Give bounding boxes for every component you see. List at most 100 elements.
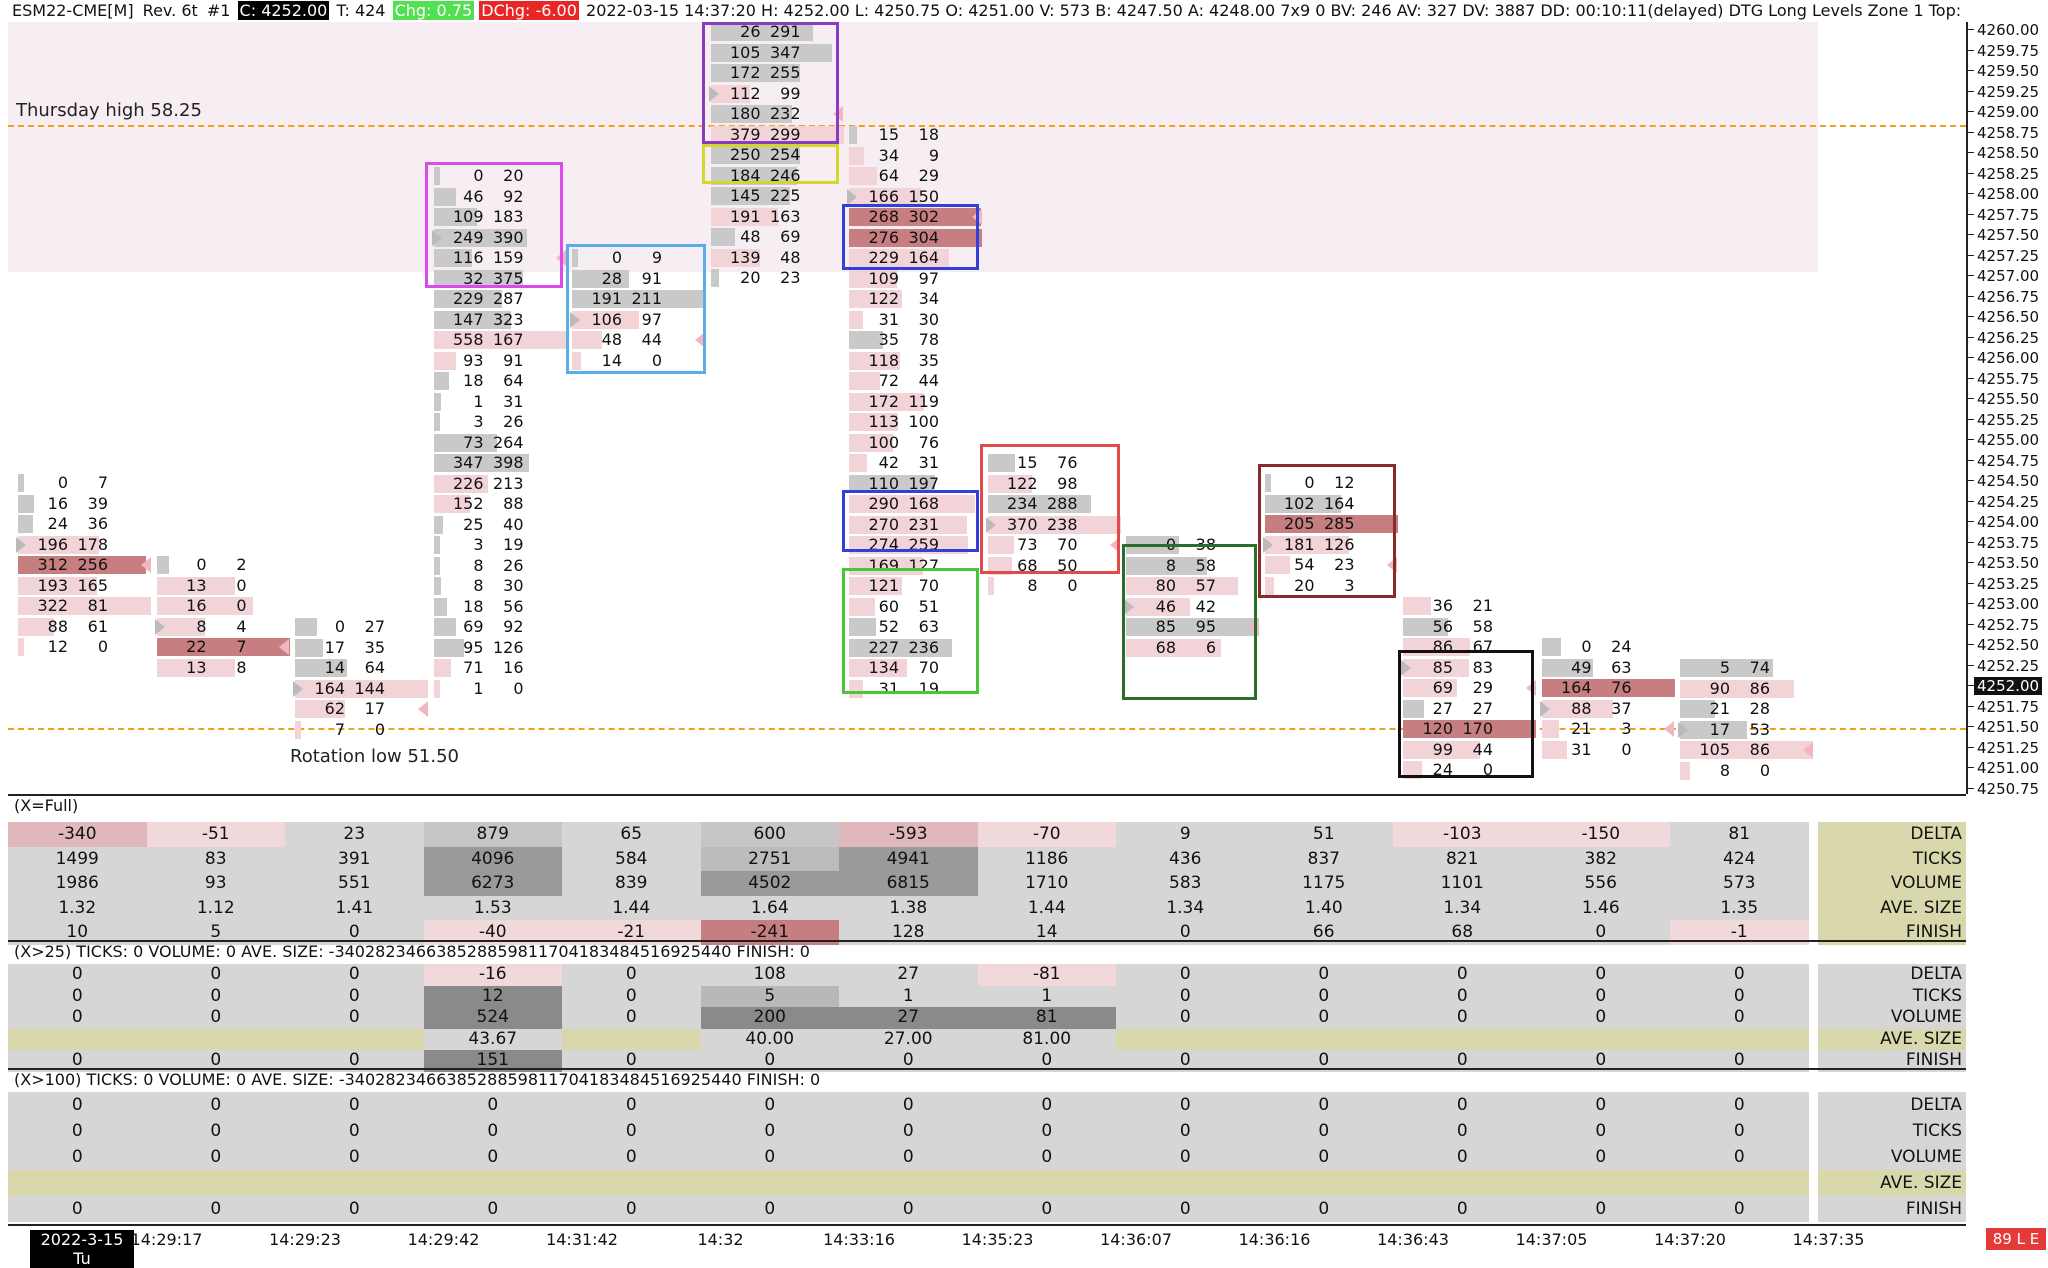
summary-cell: 1.64 [700, 895, 839, 920]
volume-bar [18, 535, 99, 554]
ask-volume: 167 [492, 330, 524, 349]
footprint-cell: 379 299 [710, 125, 846, 145]
bid-volume: 120 [1422, 719, 1453, 738]
summary-cell: 0 [423, 1118, 562, 1144]
summary-panel: (X=Full) -340 -51 23 879 65 600 -593 -70 9 51 -103-… [8, 794, 1966, 1226]
summary-cell: 391 [285, 846, 424, 871]
summary-row-label: AVE. SIZE [1818, 1028, 1966, 1050]
summary-cell: 27.00 [839, 1028, 978, 1050]
footprint-cell: 0 20 [433, 166, 569, 186]
footprint-cell: 105 347 [710, 43, 846, 63]
volume-bar [295, 638, 323, 657]
summary-cell: 0 [1116, 1118, 1255, 1144]
bid-volume: 113 [868, 412, 899, 431]
volume-bar [1264, 535, 1349, 554]
bid-volume: 8 [1719, 760, 1730, 780]
ask-volume: 264 [492, 432, 524, 452]
summary-cell: 1 [839, 985, 978, 1007]
summary-cell: 0 [1116, 1196, 1255, 1222]
price-tick-label: 4252.00 [1974, 677, 2043, 695]
ask-volume: 254 [769, 145, 801, 164]
footprint-chart[interactable]: Thursday high 58.25 Rotation low 51.50 0… [8, 22, 1966, 794]
ask-volume: 70 [1057, 535, 1078, 554]
volume-bar [156, 556, 169, 574]
volume-bar [849, 208, 981, 226]
volume-bar [710, 228, 735, 246]
summary-cell: 0 [562, 985, 701, 1007]
summary-cell: 1499 [8, 846, 147, 871]
summary-cell: 0 [1670, 985, 1809, 1007]
summary-cell: 0 [146, 1144, 285, 1170]
volume-bar [433, 228, 527, 247]
volume-bar [433, 536, 440, 554]
bid-volume: 145 [729, 186, 761, 205]
ask-volume: 39 [87, 493, 108, 513]
volume-bar [1680, 700, 1715, 718]
summary-cell [8, 1028, 147, 1050]
bid-volume: 105 [1699, 740, 1730, 759]
summary-cell: 5 [700, 985, 839, 1007]
price-axis[interactable]: 4260.00 4259.75 4259.50 4259.25 4259.00 4258.… [1966, 21, 2048, 798]
footprint-cell: 46 42 [1126, 597, 1261, 617]
footprint-cell: 227 236 [849, 638, 984, 658]
volume-bar [849, 310, 863, 329]
summary-cell: 81 [1670, 822, 1809, 847]
summary-cell: 27 [839, 964, 978, 986]
time-tick-label: 14:36:07 [1100, 1230, 1172, 1249]
bid-volume: 85 [1155, 617, 1176, 636]
summary-cell [1116, 1170, 1255, 1196]
price-tick-label: 4257.50 [1977, 226, 2040, 244]
summary-cell: 1.40 [1254, 895, 1393, 920]
summary-cell: 0 [1531, 964, 1670, 986]
ask-volume: 0 [1759, 760, 1770, 780]
ask-volume: 16 [503, 658, 524, 677]
volume-bar [572, 310, 639, 329]
summary-cell: 0 [1116, 1050, 1255, 1072]
ask-volume: 144 [354, 678, 385, 698]
time-axis[interactable]: 2022-3-15 Tu 14:29:17 14:29:23 14:29:42 14:… [8, 1224, 1966, 1268]
ask-volume: 28 [1749, 699, 1770, 718]
pointer-left-icon [1387, 557, 1397, 573]
ask-volume: 163 [769, 206, 801, 226]
summary-cell: -81 [977, 964, 1116, 986]
volume-bar [295, 618, 317, 636]
summary-cell: 382 [1531, 846, 1670, 871]
bid-volume: 229 [452, 289, 484, 308]
summary-cell: 0 [1670, 1007, 1809, 1029]
ask-volume: 0 [513, 678, 524, 698]
footprint-cell: 22 7 [156, 637, 292, 657]
ask-volume: 0 [1482, 760, 1493, 779]
ask-volume: 21 [1472, 596, 1493, 615]
footprint-cell: 60 51 [849, 597, 984, 617]
summary-cell: 1.32 [8, 895, 147, 920]
highlight-box-magenta [425, 162, 563, 288]
footprint-cell: 20 3 [1264, 576, 1400, 596]
summary-cell: 1.46 [1531, 895, 1670, 920]
footprint-cell: 18 56 [433, 597, 569, 617]
bid-volume: 5 [1719, 658, 1730, 677]
volume-bar [156, 617, 205, 636]
summary-cell: 0 [562, 1092, 701, 1118]
ask-volume: 119 [908, 391, 939, 411]
bid-volume: 14 [324, 658, 345, 677]
footprint-cell: 48 69 [710, 227, 846, 247]
volume-bar [849, 372, 880, 390]
footprint-cell: 88 61 [18, 617, 153, 637]
volume-bar [156, 576, 235, 595]
ask-volume: 246 [769, 165, 801, 185]
volume-bar [433, 392, 441, 411]
volume-bar [849, 290, 902, 308]
ask-volume: 70 [918, 576, 939, 595]
summary-cell: 200 [700, 1007, 839, 1029]
ask-volume: 34 [918, 289, 939, 308]
price-tick-label: 4259.25 [1977, 83, 2040, 101]
summary-cell: 0 [1670, 1050, 1809, 1072]
price-tick-label: 4254.50 [1977, 472, 2040, 490]
highlight-box-yellow [702, 144, 839, 184]
summary-cell: 108 [700, 964, 839, 986]
symbol: ESM22-CME[M] [12, 1, 134, 20]
summary-cell: 556 [1531, 871, 1670, 896]
volume-bar [433, 249, 472, 267]
ask-volume: 12 [1334, 473, 1355, 492]
